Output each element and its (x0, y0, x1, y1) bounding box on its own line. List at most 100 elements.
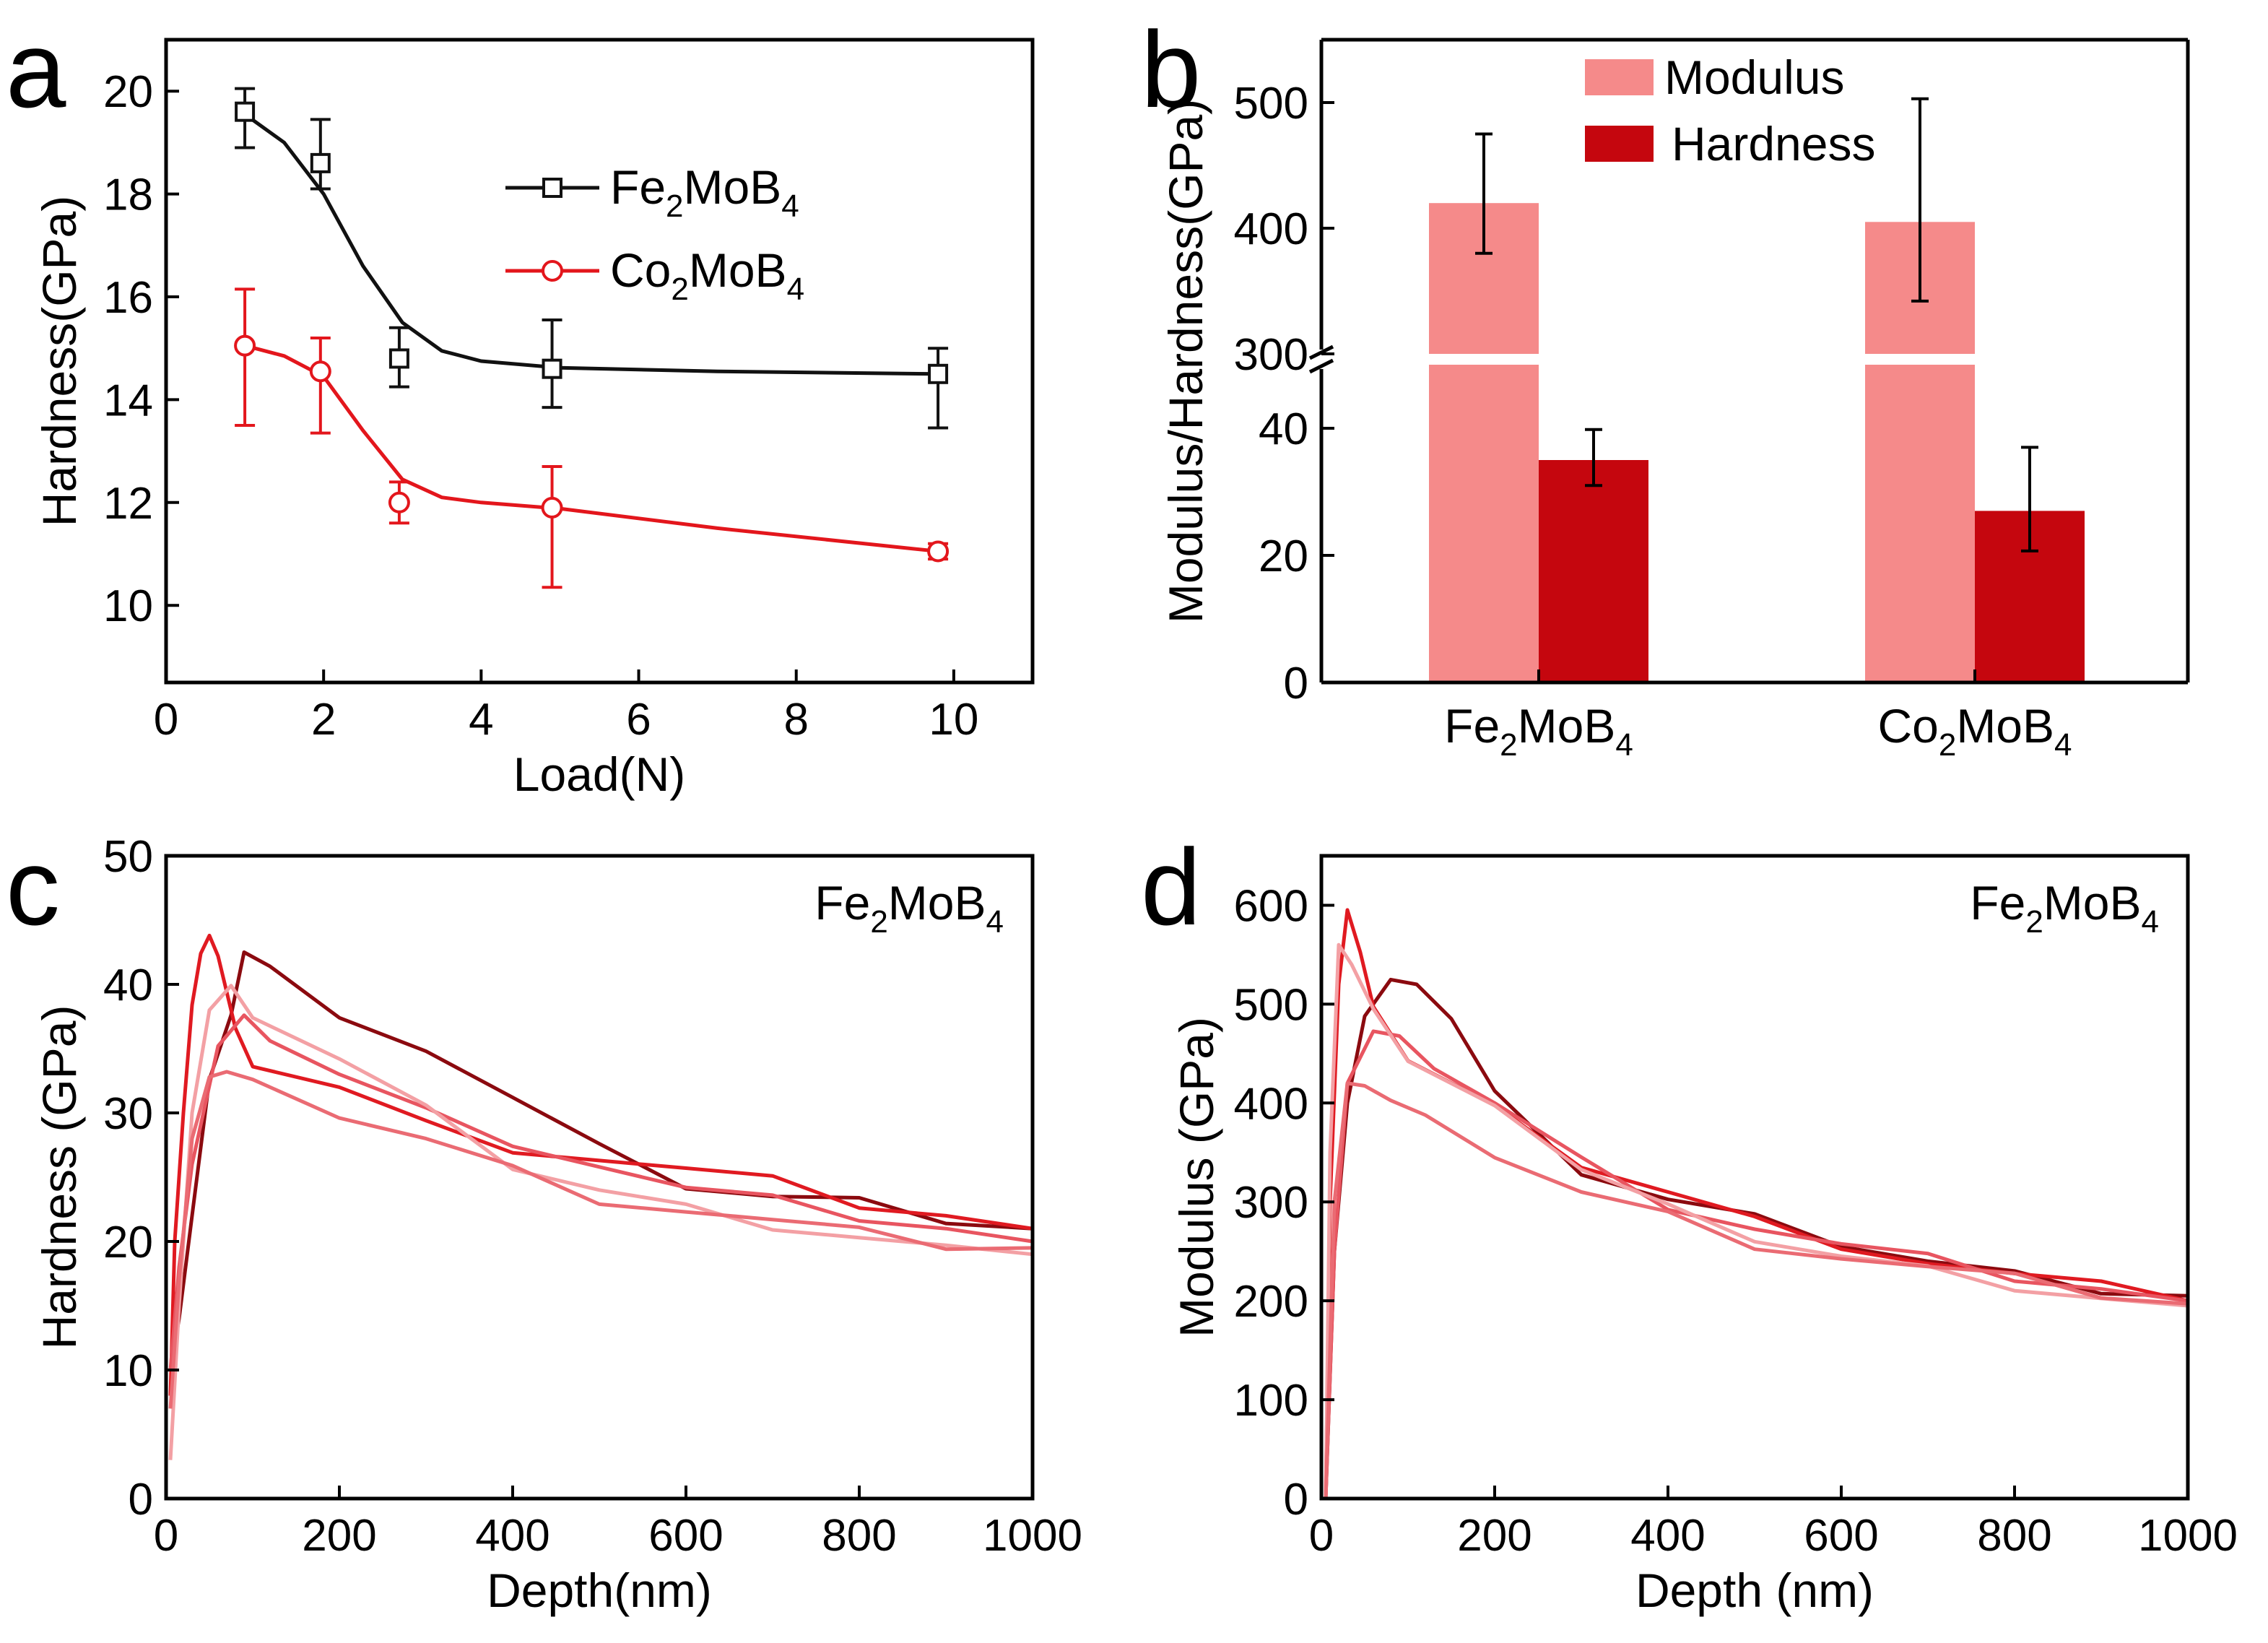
panel-a-xtick-label: 8 (783, 695, 808, 745)
panel-xtick-label: 400 (475, 1511, 549, 1561)
panel-c-hardness-vs-depth: c 0 200 400 600 800 1000 0 10 20 30 40 50 Depth(nm)… (6, 826, 1082, 1617)
panel-b-category-label-base: Fe (1444, 699, 1500, 753)
panel-b-category-label-sub1: 2 (1939, 727, 1956, 763)
panel-ytick-label: 30 (103, 1089, 153, 1139)
panel-curve-3 (168, 984, 1033, 1460)
panel-xtick-label: 200 (302, 1511, 376, 1561)
panel-a-point-Co2MoB4 (541, 496, 563, 519)
panel-b-category-label-sub2: 4 (2054, 727, 2072, 763)
panel-a-ytick-label: 18 (103, 170, 153, 220)
panel-annotation-label: Fe2MoB4 (1970, 876, 2159, 940)
panel-b-ytick-label: 40 (1259, 404, 1308, 454)
panel-a-xtick-label: 4 (469, 695, 493, 745)
panel-a-legend-label-sub1: 2 (671, 272, 688, 307)
panel-xtick-label: 200 (1457, 1511, 1531, 1561)
panel-a-frame (164, 38, 1035, 685)
panel-b-category-label: Co2MoB4 (1877, 699, 2072, 763)
panel-b-category-label-base: Co (1877, 699, 1938, 753)
panel-a-ytick-label: 12 (103, 479, 153, 529)
panel-c-frame (164, 854, 1035, 1501)
panel-ytick-label: 40 (103, 961, 153, 1010)
panel-b-category-label-mid: MoB (1956, 699, 2054, 753)
panel-b-legend-swatch (1585, 126, 1654, 162)
panel-annotation-label-sub2: 4 (2142, 904, 2159, 940)
panel-a-xtick-label: 2 (311, 695, 336, 745)
panel-a-point-Fe2MoB4 (235, 101, 256, 122)
panel-ytick-label: 300 (1234, 1178, 1308, 1228)
panel-b-bar-Modulus-lower (1429, 365, 1539, 682)
panel-a-legend-marker (542, 178, 562, 198)
panel-curve-2 (1324, 1029, 2189, 1499)
panel-a-xtick-label: 10 (929, 695, 978, 745)
panel-xtick-label: 800 (1977, 1511, 2051, 1561)
panel-xtick-label: 400 (1630, 1511, 1705, 1561)
panel-xtick-label: 1000 (983, 1511, 1082, 1561)
panel-a-point-Co2MoB4 (309, 360, 331, 383)
panel-xtick-label: 1000 (2138, 1511, 2238, 1561)
panel-a-point-Fe2MoB4 (928, 363, 949, 384)
panel-b-legend: Modulus Hardness (1585, 51, 1875, 170)
panel-curve-0 (168, 950, 1033, 1371)
panel-b-letter: b (1141, 9, 1201, 130)
panel-ytick-label: 400 (1234, 1079, 1308, 1129)
panel-b-category-label-mid: MoB (1518, 699, 1616, 753)
panel-b-ytick-label: 20 (1259, 532, 1308, 581)
panel-a-ytick-label: 10 (103, 581, 153, 631)
panel-annotation-label-mid: MoB (888, 876, 986, 929)
panel-a-legend-label-base: Fe (610, 160, 666, 214)
panel-a-point-Fe2MoB4 (388, 348, 409, 369)
panel-xtick-label: 600 (648, 1511, 723, 1561)
panel-curve-2 (168, 1013, 1033, 1371)
panel-a-point-Co2MoB4 (927, 540, 950, 563)
panel-d-ylabel: Modulus (GPa) (1170, 1017, 1223, 1338)
panel-a-xtick-label: 0 (154, 695, 178, 745)
panel-a-legend-label: Co2MoB4 (610, 243, 804, 307)
panel-a-hardness-vs-load: a 0 2 4 6 8 10 10 12 14 16 18 20 Load(N) Hardness(G… (6, 9, 1035, 801)
panel-curve-4 (1324, 1081, 2189, 1499)
panel-b-legend-label: Modulus (1664, 51, 1844, 104)
panel-ytick-label: 10 (103, 1346, 153, 1396)
panel-ytick-label: 0 (1284, 1475, 1308, 1525)
panel-a-point-Fe2MoB4 (310, 152, 331, 173)
panel-c-ylabel: Hardness (GPa) (32, 1005, 86, 1350)
panel-xtick-label: 0 (1309, 1511, 1334, 1561)
panel-ytick-label: 500 (1234, 980, 1308, 1030)
panel-a-point-Co2MoB4 (388, 491, 410, 513)
panel-c-xlabel: Depth(nm) (487, 1564, 712, 1617)
panel-a-legend-label-mid: MoB (684, 160, 782, 214)
panel-a-xtick-label: 6 (626, 695, 651, 745)
panel-ytick-label: 100 (1234, 1376, 1308, 1426)
panel-a-legend-label-sub2: 4 (781, 188, 799, 224)
panel-b-ylabel: Modulus/Hardness(GPa) (1159, 99, 1212, 623)
panel-curve-1 (168, 933, 1033, 1396)
panel-a-legend-label-sub2: 4 (787, 272, 804, 307)
panel-b-legend-swatch (1585, 59, 1654, 95)
panel-b-bar-Hardness (1539, 460, 1648, 682)
panel-ytick-label: 200 (1234, 1277, 1308, 1327)
panel-ytick-label: 0 (129, 1475, 153, 1525)
panel-b-ytick-label: 0 (1284, 659, 1308, 708)
panel-annotation-label-base: Fe (1970, 876, 2025, 929)
panel-curve-1 (1324, 908, 2189, 1499)
panel-annotation-label: Fe2MoB4 (814, 876, 1004, 940)
panel-ytick-label: 20 (103, 1218, 153, 1267)
panel-b-category-label: Fe2MoB4 (1444, 699, 1633, 763)
panel-a-legend-label: Fe2MoB4 (610, 160, 799, 224)
panel-a-legend-label-sub1: 2 (666, 188, 683, 224)
panel-a-legend-label-base: Co (610, 243, 671, 297)
panel-a-ytick-label: 20 (103, 67, 153, 117)
panel-d-modulus-vs-depth: d 0 200 400 600 800 1000 0 100 200 300 400 500 600 D… (1141, 826, 2238, 1617)
panel-d-frame (1319, 854, 2190, 1501)
panel-b-category-label-sub2: 4 (1615, 727, 1633, 763)
panel-ytick-label: 600 (1234, 881, 1308, 931)
panel-b-bar-Modulus-lower (1865, 365, 1975, 682)
panel-annotation-label-mid: MoB (2043, 876, 2142, 929)
panel-b-axis-break-mark (1308, 358, 1334, 374)
panel-a-point-Fe2MoB4 (542, 358, 562, 379)
panel-ytick-label: 50 (103, 832, 153, 882)
panel-b-ytick-label: 500 (1234, 79, 1308, 129)
panel-a-xlabel: Load(N) (513, 747, 685, 801)
panel-annotation-label-base: Fe (814, 876, 870, 929)
panel-annotation-label-sub2: 4 (986, 904, 1004, 940)
